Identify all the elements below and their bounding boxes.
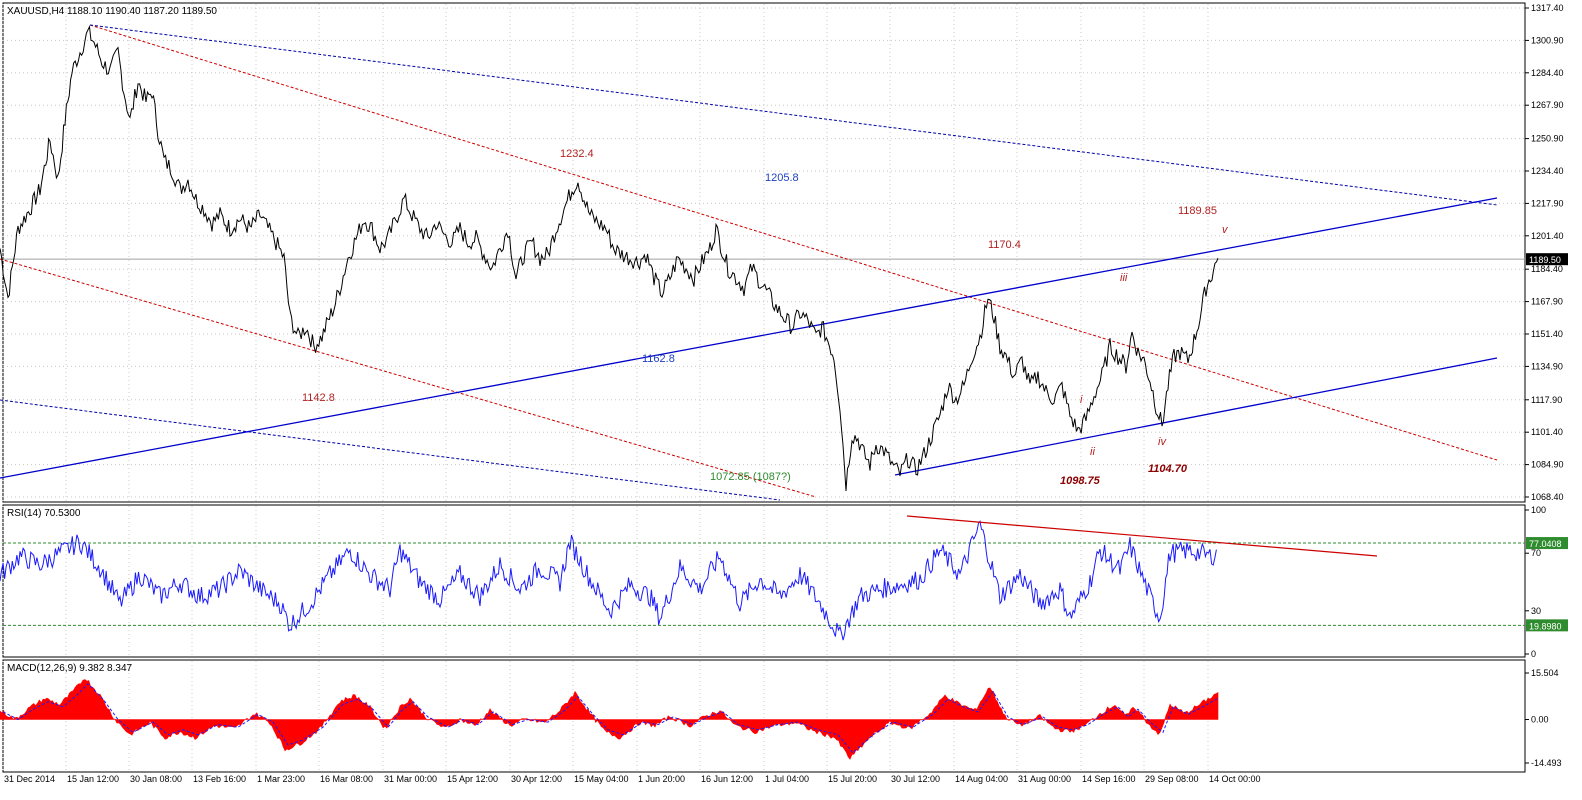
y-tick-label: 1068.40 [1531, 492, 1564, 502]
x-tick-label: 15 Apr 12:00 [447, 774, 498, 784]
y-tick-label: 1217.90 [1531, 198, 1564, 208]
annotation-label: 1142.8 [302, 392, 335, 404]
annotation-label: 1170.4 [988, 239, 1021, 251]
trendline [0, 258, 817, 498]
x-tick-label: 15 Jul 20:00 [828, 774, 877, 784]
annotation-label: 1098.75 [1060, 475, 1101, 487]
x-tick-label: 31 Aug 00:00 [1018, 774, 1071, 784]
rsi-line [0, 520, 1217, 641]
x-tick-label: 1 Mar 23:00 [257, 774, 305, 784]
macd-histogram [0, 679, 1220, 760]
x-tick-label: 14 Oct 00:00 [1209, 774, 1261, 784]
annotation-label: 1205.8 [765, 172, 799, 184]
x-tick-label: 16 Mar 08:00 [320, 774, 373, 784]
y-tick-label: 1317.40 [1531, 3, 1564, 13]
x-tick-label: 15 May 04:00 [574, 774, 629, 784]
trendlines [0, 24, 1498, 501]
y-tick-label: 1284.40 [1531, 68, 1564, 78]
x-tick-label: 14 Aug 04:00 [955, 774, 1008, 784]
x-tick-label: 30 Apr 12:00 [511, 774, 562, 784]
x-tick-label: 15 Jan 12:00 [67, 774, 119, 784]
trendline [89, 24, 1498, 206]
axis-labels: 31 Dec 2014 15 Jan 12:00 30 Jan 08:00 13 Fe… [4, 3, 1568, 784]
annotation-label: iii [1120, 272, 1128, 284]
annotation-label: 1189.85 [1178, 205, 1217, 217]
x-tick-label: 31 Dec 2014 [4, 774, 55, 784]
annotation-label: 1104.70 [1148, 463, 1188, 475]
macd-tick-label: 0.00 [1531, 715, 1549, 725]
rsi-tick-label: 30 [1531, 606, 1541, 616]
x-tick-label: 31 Mar 00:00 [384, 774, 437, 784]
price-series [0, 25, 1219, 492]
x-tick-label: 13 Feb 16:00 [193, 774, 246, 784]
rsi-level-box [1526, 537, 1568, 550]
annotation-label: iv [1158, 436, 1167, 448]
annotation-label: ii [1090, 446, 1095, 458]
x-tick-label: 16 Jun 12:00 [701, 774, 753, 784]
trendline [0, 399, 781, 501]
rsi-series [0, 515, 1525, 641]
y-tick-label: 1151.40 [1531, 329, 1563, 339]
annotation-label: 1162.8 [642, 353, 675, 365]
rsi-level-label: 19.8980 [1529, 621, 1562, 631]
current-price-label: 1189.50 [1529, 255, 1561, 265]
trendline [89, 24, 1498, 461]
trendline [894, 357, 1498, 476]
macd-panel-frame [2, 659, 1526, 773]
trendline [0, 197, 1498, 479]
x-tick-label: 14 Sep 16:00 [1082, 774, 1136, 784]
y-tick-label: 1134.90 [1531, 361, 1563, 371]
y-tick-label: 1101.40 [1531, 427, 1563, 437]
y-tick-label: 1117.90 [1531, 395, 1562, 405]
annotation-label: v [1222, 224, 1229, 236]
macd-tick-label: -14.493 [1531, 758, 1562, 768]
y-tick-label: 1167.90 [1531, 297, 1563, 307]
macd-signal-line [2, 683, 1220, 754]
x-tick-label: 30 Jan 08:00 [130, 774, 182, 784]
rsi-tick-label: 100 [1531, 505, 1546, 515]
annotation-label: 1232.4 [560, 148, 594, 160]
annotation-label: 1072.85 (1087?) [710, 471, 791, 483]
y-tick-label: 1300.90 [1531, 35, 1564, 45]
x-tick-label: 29 Sep 08:00 [1145, 774, 1199, 784]
rsi-trendline [906, 515, 1378, 557]
annotation-label: i [1080, 394, 1083, 406]
rsi-level-label: 77.0408 [1529, 539, 1562, 549]
macd-title: MACD(12,26,9) 9.382 8.347 [7, 663, 133, 674]
y-tick-label: 1267.90 [1531, 100, 1564, 110]
rsi-tick-label: 0 [1531, 649, 1536, 659]
rsi-level-box [1526, 619, 1568, 632]
y-tick-label: 1084.90 [1531, 460, 1564, 470]
y-tick-label: 1201.40 [1531, 231, 1564, 241]
rsi-title: RSI(14) 70.5300 [7, 508, 81, 519]
chart-annotations: 1232.4 1205.8 1170.4 1189.85 1162.8 1142.8 107… [302, 148, 1229, 487]
macd-histogram-area [0, 679, 1219, 760]
y-tick-label: 1184.40 [1531, 264, 1563, 274]
x-tick-label: 30 Jul 12:00 [891, 774, 940, 784]
main-chart-title: XAUUSD,H4 1188.10 1190.40 1187.20 1189.5… [7, 6, 217, 17]
x-tick-label: 1 Jul 04:00 [765, 774, 809, 784]
rsi-tick-label: 70 [1531, 548, 1541, 558]
price-line [0, 25, 1219, 492]
y-tick-label: 1234.40 [1531, 166, 1564, 176]
y-tick-label: 1250.90 [1531, 134, 1564, 144]
macd-tick-label: 15.504 [1531, 668, 1559, 678]
current-price-box [1526, 253, 1568, 266]
x-tick-label: 1 Jun 20:00 [638, 774, 685, 784]
